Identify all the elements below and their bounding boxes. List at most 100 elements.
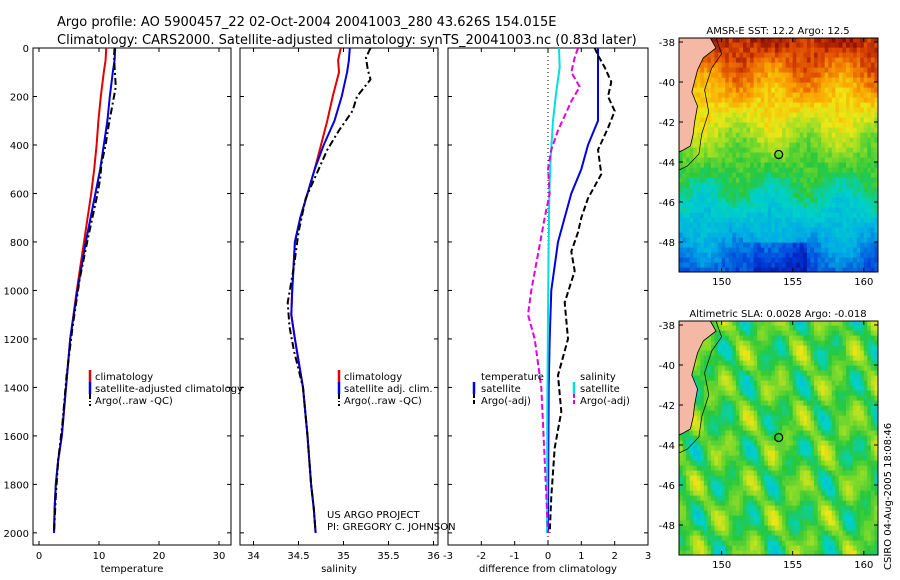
heatmap-cell: [863, 222, 868, 228]
heatmap-cell: [806, 470, 812, 476]
heatmap-cell: [732, 162, 737, 168]
heatmap-cell: [867, 117, 872, 123]
heatmap-cell: [799, 475, 804, 481]
heatmap-cell: [700, 212, 705, 218]
heatmap-cell: [679, 550, 684, 555]
heatmap-cell: [725, 455, 730, 461]
heatmap-cell: [686, 227, 691, 233]
heatmap-cell: [792, 335, 797, 341]
heatmap-cell: [828, 405, 833, 411]
heatmap-cell: [799, 222, 804, 228]
heatmap-cell: [831, 67, 836, 73]
heatmap-cell: [771, 242, 776, 248]
heatmap-cell: [711, 197, 716, 203]
heatmap-cell: [782, 92, 787, 98]
heatmap-cell: [817, 321, 822, 326]
heatmap-cell: [835, 325, 840, 331]
heatmap-cell: [750, 480, 755, 486]
heatmap-cell: [735, 400, 741, 406]
heatmap-cell: [743, 435, 748, 441]
heatmap-cell: [739, 425, 744, 431]
heatmap-cell: [732, 435, 737, 441]
heatmap-cell: [835, 38, 840, 43]
heatmap-cell: [799, 217, 804, 223]
heatmap-cell: [867, 102, 872, 108]
heatmap-cell: [835, 192, 840, 198]
heatmap-cell: [700, 525, 705, 531]
heatmap-cell: [824, 38, 829, 43]
heatmap-cell: [817, 97, 822, 103]
heatmap-cell: [792, 475, 797, 481]
heatmap-cell: [711, 167, 716, 173]
heatmap-cell: [714, 360, 719, 366]
heatmap-cell: [725, 147, 730, 153]
y-tick-label: 1000: [4, 286, 29, 297]
heatmap-cell: [824, 545, 829, 551]
heatmap-cell: [846, 137, 851, 143]
heatmap-cell: [746, 530, 751, 536]
heatmap-cell: [838, 87, 844, 93]
heatmap-cell: [682, 550, 687, 555]
heatmap-cell: [810, 167, 815, 173]
heatmap-cell: [842, 38, 847, 43]
heatmap-cell: [739, 345, 744, 351]
heatmap-cell: [828, 72, 833, 78]
heatmap-cell: [703, 157, 709, 163]
heatmap-cell: [728, 192, 733, 198]
heatmap-cell: [821, 385, 826, 391]
heatmap-cell: [707, 227, 712, 233]
heatmap-cell: [799, 162, 804, 168]
heatmap-cell: [696, 92, 701, 98]
heatmap-cell: [703, 530, 709, 536]
heatmap-cell: [771, 410, 776, 416]
heatmap-cell: [686, 505, 691, 511]
heatmap-cell: [814, 345, 819, 351]
heatmap-cell: [735, 177, 741, 183]
heatmap-cell: [782, 450, 787, 456]
heatmap-cell: [767, 252, 772, 258]
heatmap-cell: [707, 87, 712, 93]
heatmap-cell: [764, 330, 769, 336]
heatmap-cell: [821, 350, 826, 356]
heatmap-cell: [721, 92, 726, 98]
heatmap-cell: [824, 212, 829, 218]
heatmap-cell: [760, 227, 765, 233]
heatmap-cell: [771, 325, 776, 331]
heatmap-cell: [718, 107, 723, 113]
heatmap-cell: [714, 247, 719, 253]
heatmap-cell: [757, 495, 762, 501]
heatmap-cell: [753, 450, 758, 456]
heatmap-cell: [696, 520, 701, 526]
heatmap-cell: [714, 545, 719, 551]
heatmap-cell: [767, 380, 772, 386]
heatmap-cell: [689, 480, 694, 486]
heatmap-cell: [686, 182, 691, 188]
heatmap-cell: [814, 47, 819, 53]
heatmap-cell: [803, 360, 808, 366]
heatmap-cell: [838, 430, 844, 436]
heatmap-cell: [732, 267, 737, 272]
heatmap-cell: [828, 82, 833, 88]
x-tick-label: 1: [578, 551, 584, 562]
heatmap-cell: [810, 192, 815, 198]
heatmap-cell: [679, 222, 684, 228]
x-tick-label: 150: [712, 277, 731, 288]
heatmap-cell: [735, 405, 741, 411]
heatmap-cell: [682, 470, 687, 476]
heatmap-cell: [835, 375, 840, 381]
heatmap-cell: [714, 92, 719, 98]
heatmap-cell: [856, 92, 861, 98]
heatmap-cell: [821, 87, 826, 93]
heatmap-cell: [743, 107, 748, 113]
heatmap-cell: [679, 247, 684, 253]
heatmap-cell: [796, 340, 801, 346]
heatmap-cell: [743, 247, 748, 253]
heatmap-cell: [782, 360, 787, 366]
heatmap-cell: [860, 177, 865, 183]
heatmap-cell: [739, 460, 744, 466]
heatmap-cell: [782, 127, 787, 133]
heatmap-cell: [817, 72, 822, 78]
heatmap-cell: [785, 237, 790, 243]
heatmap-cell: [760, 137, 765, 143]
heatmap-cell: [760, 345, 765, 351]
